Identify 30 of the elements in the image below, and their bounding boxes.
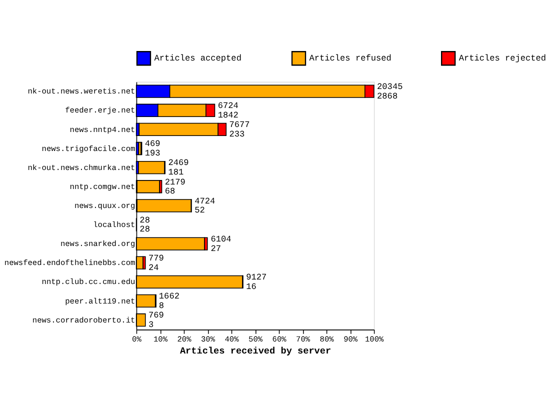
annotation: 68 [164, 186, 176, 197]
annotation: 27 [210, 244, 221, 254]
annotation: 469 [144, 139, 160, 150]
annotation: 2179 [164, 177, 186, 188]
annotation: 52 [194, 206, 205, 216]
annotation: 181 [168, 168, 184, 178]
annotation: 3 [148, 320, 154, 330]
annotation: 1662 [158, 292, 180, 302]
annotation: 16 [246, 282, 256, 292]
annotation: 8 [158, 300, 164, 311]
annotation: 193 [144, 148, 160, 159]
annotation: 9127 [246, 272, 267, 283]
annotation: 28 [140, 224, 150, 235]
annotation: 769 [148, 310, 164, 321]
x-axis-title: Articles received by server [180, 345, 332, 356]
annotation: 4724 [194, 196, 216, 206]
annotation: 24 [148, 262, 159, 273]
annotation: 2868 [377, 91, 398, 102]
annotation: 6724 [218, 101, 238, 112]
annotation: 6104 [210, 234, 232, 244]
annotation: 7677 [229, 120, 250, 130]
annotation: 28 [140, 215, 150, 226]
annotation: 779 [148, 254, 164, 264]
annotation: 20345 [377, 82, 403, 92]
legend-label: Articles rejected [458, 54, 546, 64]
annotation: 1842 [218, 110, 238, 120]
legend-label: Articles refused [309, 54, 392, 64]
legend-label: Articles accepted [154, 54, 242, 64]
annotation: 2469 [168, 158, 189, 168]
annotation: 233 [229, 129, 245, 140]
